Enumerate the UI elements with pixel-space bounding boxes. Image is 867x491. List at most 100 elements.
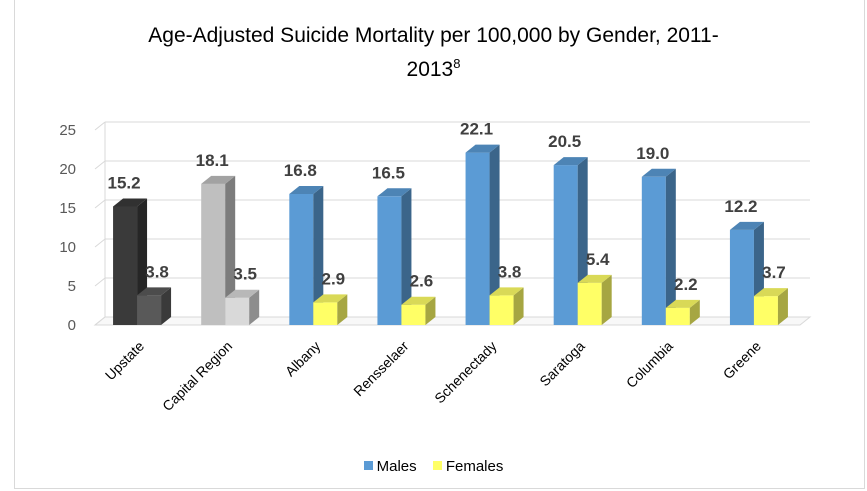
- x-tick-label: Schenectady: [431, 338, 500, 407]
- bar-top: [753, 288, 788, 297]
- bar-side: [425, 296, 436, 325]
- data-label-females: 3.8: [498, 262, 522, 281]
- bar-females-4: [489, 287, 524, 325]
- bar-side: [161, 287, 172, 325]
- bar-side: [489, 144, 500, 325]
- bar-side: [313, 185, 324, 325]
- bar-side: [225, 175, 236, 325]
- data-label-males: 16.5: [372, 163, 405, 182]
- y-tick-label: 0: [68, 317, 76, 334]
- bar-males-6: [641, 168, 676, 325]
- bar-side: [401, 188, 412, 325]
- y-tick-label: 15: [59, 200, 76, 217]
- bar-females-2: [313, 294, 348, 325]
- bar-top: [465, 144, 500, 153]
- legend: Males Females: [0, 458, 867, 475]
- bar-front: [401, 304, 426, 325]
- bar-front: [753, 296, 778, 325]
- bar-front: [465, 152, 490, 325]
- bar-top: [489, 287, 524, 296]
- bar-side: [513, 287, 524, 325]
- bar-front: [553, 165, 578, 325]
- data-label-males: 20.5: [548, 132, 581, 151]
- bar-front: [665, 307, 690, 325]
- legend-label-males: Males: [376, 458, 417, 475]
- bar-top: [401, 296, 436, 305]
- bar-males-3: [377, 188, 412, 325]
- data-label-females: 5.4: [586, 250, 610, 269]
- y-tick-label: 10: [59, 239, 76, 256]
- bar-top: [137, 287, 172, 296]
- bar-front: [137, 295, 162, 325]
- y-tick-label: 20: [59, 161, 76, 178]
- x-tick-label: Columbia: [623, 338, 676, 391]
- bar-top: [313, 294, 348, 303]
- x-tick-label: Albany: [282, 338, 324, 380]
- bar-top: [641, 168, 676, 177]
- bar-top: [201, 175, 236, 184]
- bar-front: [641, 176, 666, 325]
- legend-item-females: Females: [432, 458, 503, 475]
- data-label-males: 18.1: [196, 151, 229, 170]
- data-label-females: 3.8: [145, 262, 169, 281]
- data-label-females: 2.6: [410, 272, 434, 291]
- data-label-females: 2.2: [674, 275, 698, 294]
- bar-top: [289, 185, 324, 194]
- bar-females-3: [401, 296, 436, 325]
- x-tick-label: Upstate: [102, 338, 148, 384]
- bar-front: [729, 229, 754, 325]
- bar-top: [113, 198, 148, 207]
- bar-front: [577, 282, 602, 325]
- data-label-females: 3.5: [233, 265, 257, 284]
- gridline-depth: [94, 238, 106, 248]
- bar-top: [577, 274, 612, 283]
- gridline-depth: [94, 160, 106, 170]
- x-tick-label: Capital Region: [159, 338, 235, 414]
- bar-females-5: [577, 274, 612, 325]
- data-label-females: 2.9: [321, 269, 345, 288]
- bar-males-2: [289, 185, 324, 325]
- bar-females-0: [137, 287, 172, 325]
- bar-side: [249, 289, 260, 325]
- bar-top: [377, 188, 412, 197]
- bar-side: [665, 168, 676, 325]
- gridline-depth: [94, 316, 106, 326]
- bar-front: [201, 183, 226, 325]
- bar-side: [337, 294, 348, 325]
- data-label-females: 3.7: [762, 263, 786, 282]
- y-tick-label: 5: [68, 278, 76, 295]
- data-label-males: 12.2: [724, 197, 757, 216]
- bar-males-4: [465, 144, 500, 325]
- bar-side: [601, 274, 612, 325]
- bar-front: [113, 206, 138, 325]
- bar-front: [313, 302, 338, 325]
- data-label-males: 19.0: [636, 144, 669, 163]
- data-label-males: 15.2: [108, 173, 141, 192]
- legend-item-males: Males: [363, 458, 417, 475]
- bar-front: [225, 297, 250, 325]
- chart-title-footnote: 8: [453, 56, 461, 71]
- chart-title-line2: 2013: [406, 58, 454, 81]
- bar-males-1: [201, 175, 236, 325]
- bar-top: [665, 299, 700, 308]
- legend-swatch-males: [363, 461, 373, 470]
- data-label-males: 16.8: [284, 161, 317, 180]
- gridline-depth: [94, 277, 106, 287]
- x-tick-label: Rensselaer: [350, 338, 412, 400]
- bar-front: [289, 193, 314, 325]
- bar-side: [689, 299, 700, 325]
- chart-frame: [14, 0, 865, 489]
- bar-side: [777, 288, 788, 325]
- bar-females-6: [665, 299, 700, 325]
- y-tick-label: 25: [59, 122, 76, 139]
- bar-top: [225, 289, 260, 298]
- gridline-depth: [94, 199, 106, 209]
- data-label-males: 22.1: [460, 120, 493, 139]
- chart-title: Age-Adjusted Suicide Mortality per 100,0…: [0, 22, 867, 84]
- bar-front: [377, 196, 402, 325]
- bar-females-7: [753, 288, 788, 325]
- bar-females-1: [225, 289, 260, 325]
- bar-top: [729, 221, 764, 230]
- bar-front: [489, 295, 514, 325]
